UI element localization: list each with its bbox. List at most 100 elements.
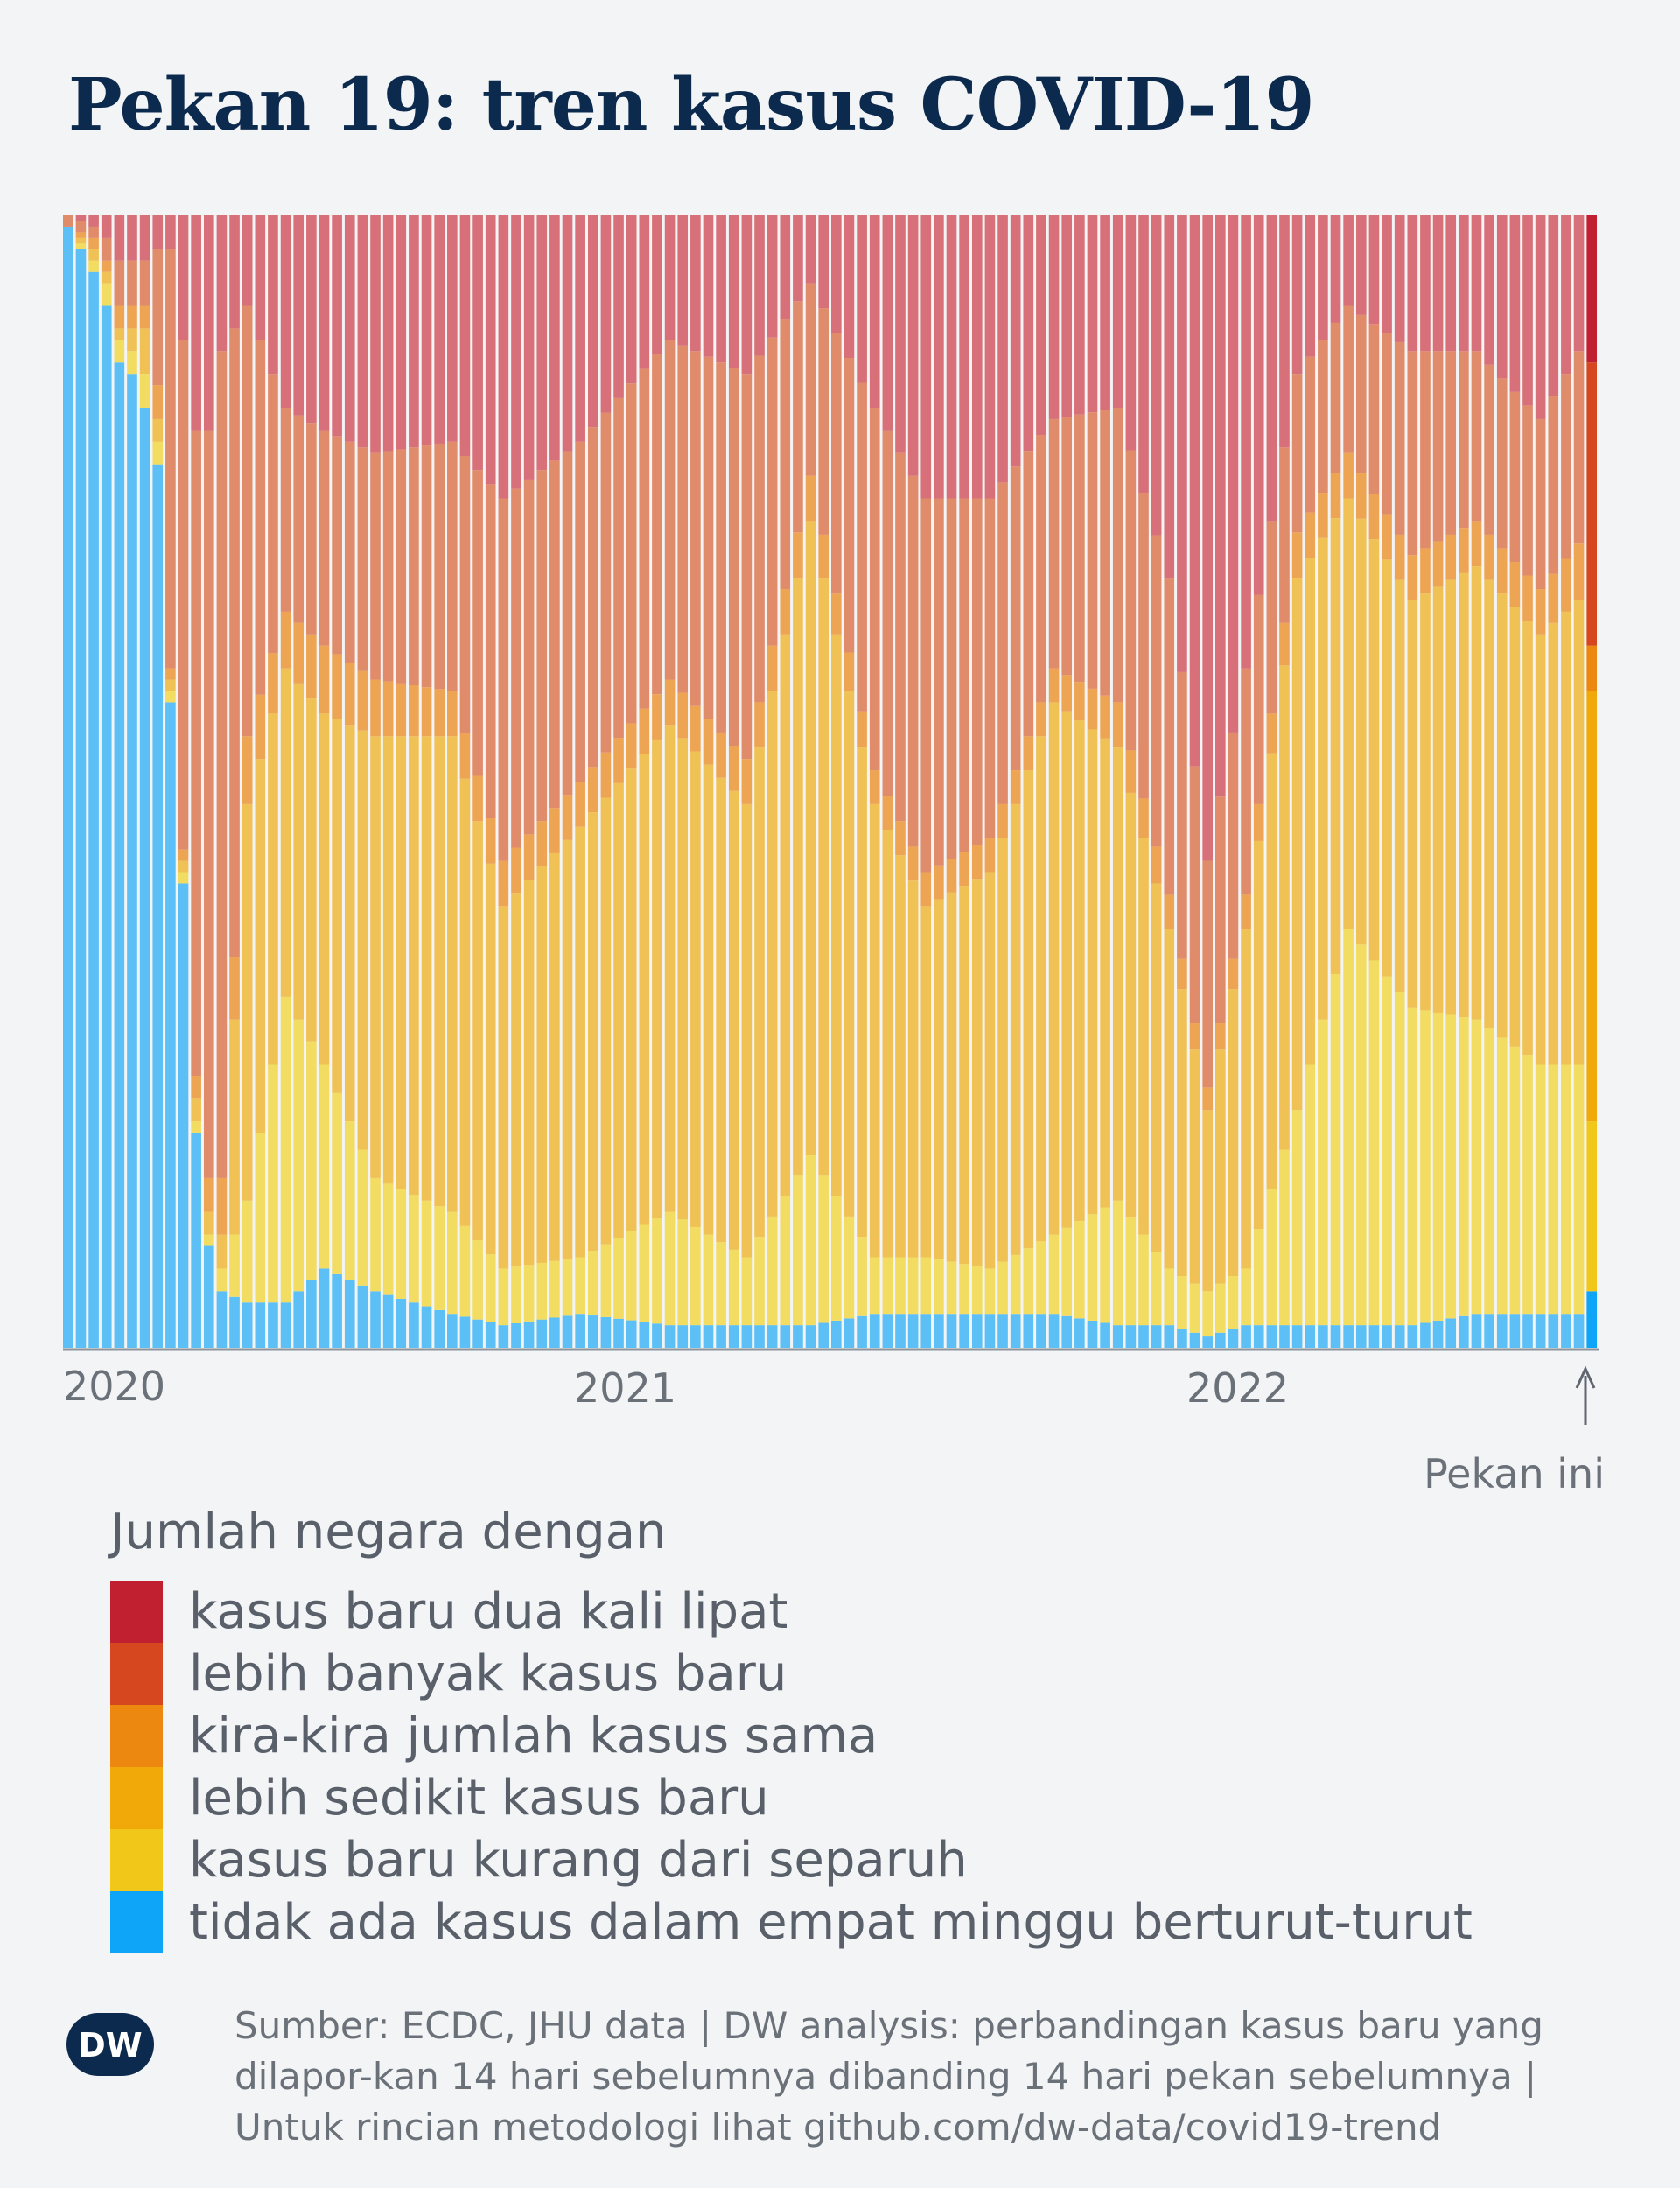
bar-segment-halved-week-102 [1368,960,1380,1326]
bar-segment-none-week-43 [613,1318,624,1348]
bar-segment-halved-week-12 [216,1268,228,1292]
bar-segment-fewer-week-33 [485,863,496,1255]
bar-segment-none-week-62 [857,1315,867,1348]
bar-segment-same-week-80 [1087,688,1098,730]
bar-segment-more-week-12 [216,351,228,1178]
bar-segment-fewer-week-118 [1573,600,1585,1065]
bar-segment-halved-week-108 [1446,1014,1457,1319]
bar-segment-same-week-11 [203,1177,214,1212]
bar-segment-more-week-44 [626,383,637,724]
bar-segment-halved-week-109 [1459,1017,1469,1316]
bar-segment-more-week-56 [780,319,791,590]
bar-segment-halved-week-36 [523,1265,535,1322]
bar-segment-doubled-week-37 [536,215,548,471]
bar-segment-doubled-week-54 [754,215,765,356]
bar-segment-more-week-79 [1074,414,1085,683]
bar-segment-more-week-3 [101,237,112,261]
bar-segment-doubled-week-102 [1368,215,1380,325]
bar-segment-doubled-week-39 [562,215,573,452]
bar-segment-doubled-week-81 [1100,215,1110,410]
bar-segment-none-week-20 [318,1268,330,1348]
bar-segment-none-week-75 [1023,1314,1034,1348]
bar-segment-halved-week-66 [907,1257,919,1315]
bar-segment-halved-week-76 [1036,1241,1046,1315]
bar-segment-more-week-81 [1100,410,1110,696]
bar-segment-more-week-54 [754,355,765,703]
bar-segment-fewer-week-59 [818,578,829,1176]
bar-segment-same-week-44 [626,723,637,769]
bar-segment-same-week-57 [793,532,803,579]
bar-segment-doubled-week-88 [1189,215,1200,767]
bar-segment-more-week-96 [1292,374,1303,533]
bar-segment-halved-week-63 [869,1257,880,1315]
bar-segment-same-week-31 [459,733,471,779]
bar-segment-more-week-61 [844,358,855,653]
bar-segment-same-week-107 [1432,541,1444,587]
bar-segment-none-week-70 [959,1314,970,1348]
bar-segment-same-week-1 [75,232,87,238]
bar-segment-doubled-week-33 [485,215,496,485]
bar-segment-none-week-74 [1010,1314,1021,1348]
bar-segment-fewer-week-39 [562,839,573,1259]
bar-segment-halved-week-46 [652,1218,662,1324]
bar-segment-fewer-week-49 [690,751,701,1227]
bar-segment-halved-week-112 [1496,1037,1508,1315]
bar-segment-halved-week-89 [1202,1291,1213,1337]
bar-segment-none-week-41 [587,1315,598,1348]
bar-segment-fewer-week-53 [741,803,752,1258]
bar-segment-same-week-25 [382,681,394,737]
bar-segment-same-week-92 [1241,894,1251,929]
bar-segment-fewer-week-66 [907,880,919,1258]
bar-segment-same-week-79 [1074,682,1085,721]
bar-segment-halved-week-65 [895,1257,906,1315]
bar-segment-none-week-118 [1573,1314,1585,1348]
bar-segment-none-week-78 [1061,1315,1073,1348]
bar-segment-fewer-week-24 [370,736,381,1178]
bar-segment-halved-week-77 [1048,1234,1060,1315]
bar-segment-more-week-43 [613,397,624,739]
bar-segment-fewer-week-26 [396,736,407,1189]
bar-segment-none-week-112 [1496,1314,1508,1348]
current-week-arrow [1575,1365,1596,1425]
bar-segment-fewer-week-89 [1202,1110,1213,1292]
bar-segment-halved-week-1 [75,243,87,249]
bar-segment-doubled-week-45 [639,215,650,369]
bar-segment-doubled-week-101 [1355,215,1367,315]
bar-segment-fewer-week-110 [1471,566,1482,1020]
bar-segment-none-week-51 [716,1325,726,1348]
bar-segment-same-week-78 [1061,675,1073,712]
bar-segment-more-week-50 [703,356,714,719]
bar-segment-doubled-week-38 [550,215,560,461]
bar-segment-halved-week-5 [127,351,137,375]
bar-segment-halved-week-4 [114,340,125,363]
bar-segment-same-week-62 [857,711,867,748]
bar-segment-doubled-week-59 [818,215,829,309]
bar-segment-doubled-week-80 [1087,215,1098,413]
bar-segment-halved-week-91 [1228,1276,1239,1329]
bar-segment-more-week-21 [332,436,342,655]
bar-segment-fewer-week-44 [626,768,637,1231]
bar-segment-none-week-37 [536,1319,548,1348]
bar-segment-none-week-46 [652,1323,662,1348]
bar-segment-doubled-week-24 [370,215,381,453]
bar-segment-more-week-111 [1484,364,1494,535]
bar-segment-doubled-week-35 [511,215,522,489]
bar-segment-doubled-week-109 [1459,215,1469,352]
bar-segment-halved-week-30 [447,1211,458,1315]
bar-segment-same-week-5 [127,305,137,329]
bar-segment-same-week-16 [268,653,278,714]
bar-segment-same-week-15 [255,694,266,760]
bar-segment-more-week-114 [1522,405,1533,576]
bar-segment-same-week-60 [831,593,842,635]
bar-segment-doubled-week-22 [344,215,355,442]
bar-segment-more-week-100 [1343,305,1354,453]
legend-label-more: lebih banyak kasus baru [189,1645,788,1702]
bar-segment-fewer-week-34 [498,906,509,1269]
bar-segment-fewer-week-88 [1189,1049,1200,1284]
bar-segment-more-week-78 [1061,417,1073,676]
bar-segment-none-week-101 [1355,1325,1367,1348]
bar-segment-same-week-70 [959,852,970,887]
bar-segment-doubled-week-74 [1010,215,1021,467]
bar-segment-same-week-72 [984,838,996,873]
bar-segment-doubled-week-10 [191,215,201,431]
